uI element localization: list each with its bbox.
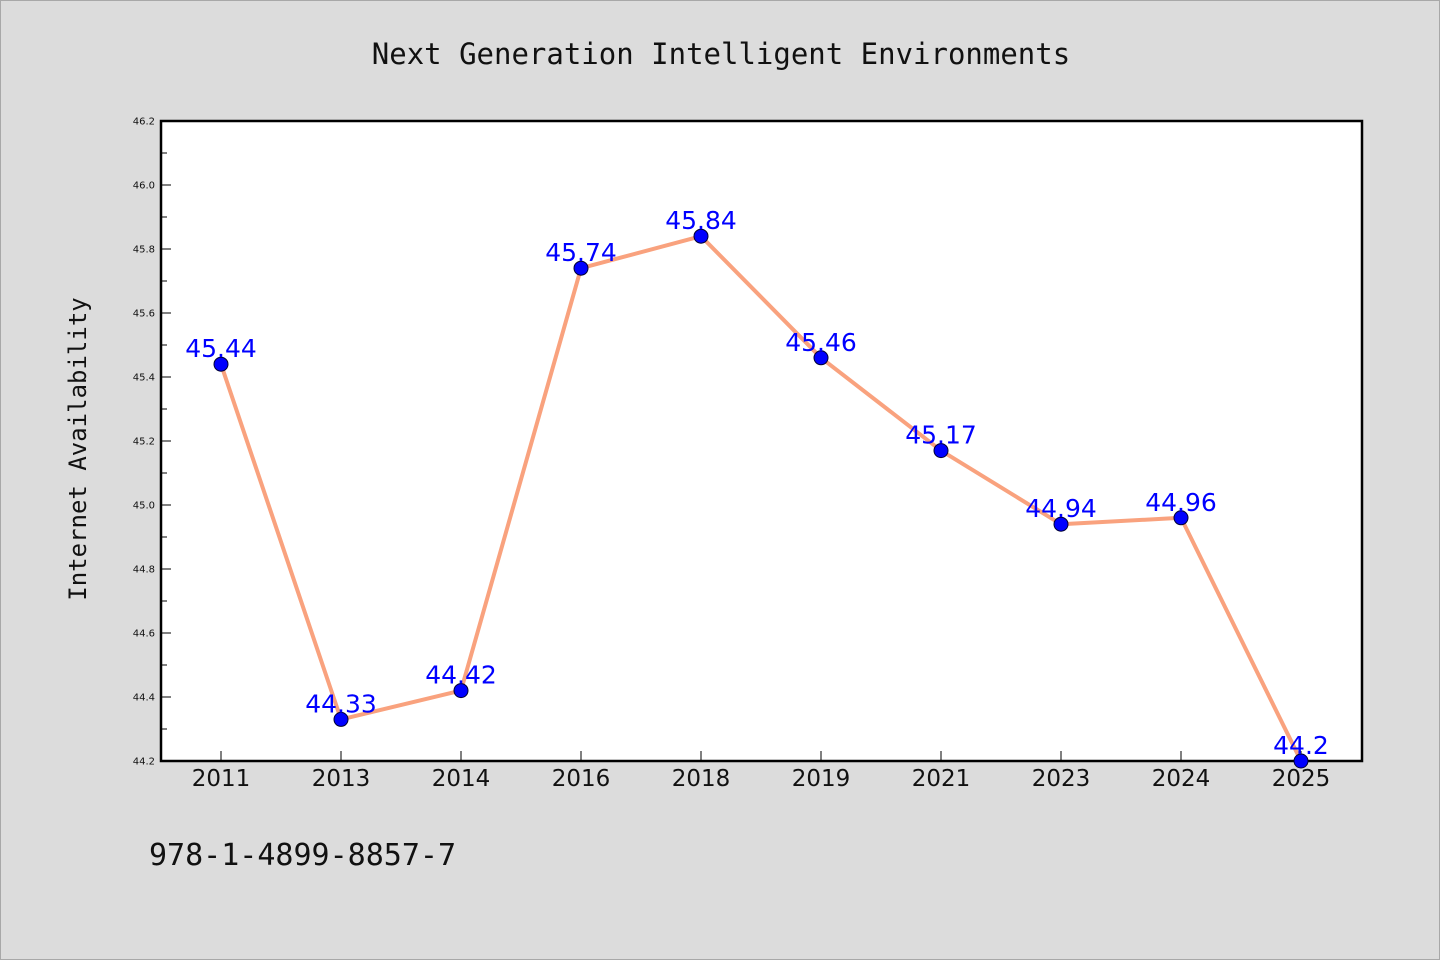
data-point (693, 228, 709, 244)
y-tick-label: 45.8 (133, 245, 155, 256)
y-tick-label: 44.2 (133, 757, 155, 768)
data-label: 44.96 (1145, 488, 1217, 517)
y-axis-label: Internet Availability (64, 297, 92, 600)
data-label: 44.2 (1273, 731, 1329, 760)
y-tick-label: 44.8 (133, 565, 155, 576)
plot-frame (159, 119, 1364, 763)
data-point (813, 350, 829, 366)
data-label: 44.42 (425, 661, 497, 690)
y-tick-label: 45.6 (133, 309, 155, 320)
x-tick-label: 2011 (192, 766, 251, 792)
y-axis-ticks: 44.2 44.4 44.6 44.8 45.0 45.2 45.4 45.6 45.8 46.0… (133, 117, 171, 768)
data-point (213, 356, 229, 372)
data-point (1293, 753, 1309, 769)
x-tick-label: 2025 (1272, 766, 1331, 792)
data-labels: 45.44 44.33 44.42 45.74 45.84 45.46 45.17 44.94… (185, 206, 1329, 760)
y-tick-label: 45.2 (133, 437, 155, 448)
x-tick-label: 2024 (1152, 766, 1211, 792)
data-label: 45.17 (905, 421, 977, 450)
x-tick-label: 2019 (792, 766, 851, 792)
x-tick-label: 2013 (312, 766, 371, 792)
data-point (1173, 510, 1189, 526)
x-tick-label: 2023 (1032, 766, 1091, 792)
x-tick-label: 2016 (552, 766, 611, 792)
data-label: 45.84 (665, 206, 737, 235)
data-label: 45.44 (185, 334, 257, 363)
y-tick-label: 45.0 (133, 501, 155, 512)
y-tick-label: 46.0 (133, 181, 155, 192)
data-label: 44.94 (1025, 494, 1097, 523)
data-label: 44.33 (305, 689, 377, 718)
chart-title: Next Generation Intelligent Environments (372, 37, 1070, 71)
y-tick-label: 44.4 (133, 693, 155, 704)
x-tick-label: 2021 (912, 766, 971, 792)
x-tick-label: 2018 (672, 766, 731, 792)
x-tick-label: 2014 (432, 766, 491, 792)
data-point (1053, 516, 1069, 532)
data-markers (213, 228, 1309, 769)
y-tick-label: 44.6 (133, 629, 155, 640)
data-point (573, 260, 589, 276)
data-point (933, 443, 949, 459)
data-point (333, 711, 349, 727)
footer-code: 978-1-4899-8857-7 (149, 838, 456, 873)
data-label: 45.74 (545, 238, 617, 267)
x-axis-ticks: 2011 2013 2014 2016 2018 2019 2021 2023 2024 2025 (192, 751, 1331, 792)
series-line (219, 234, 1303, 763)
data-label: 45.46 (785, 328, 857, 357)
y-tick-label: 46.2 (133, 117, 155, 128)
y-tick-label: 45.4 (133, 373, 155, 384)
data-point (453, 683, 469, 699)
plot-area (161, 121, 1362, 761)
